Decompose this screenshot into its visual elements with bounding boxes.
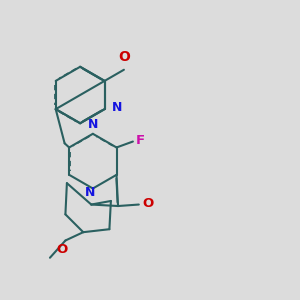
Text: F: F bbox=[135, 134, 144, 146]
Text: N: N bbox=[88, 118, 98, 131]
Text: N: N bbox=[112, 101, 122, 114]
Text: O: O bbox=[57, 243, 68, 256]
Text: O: O bbox=[118, 50, 130, 64]
Text: N: N bbox=[85, 186, 95, 199]
Text: O: O bbox=[142, 197, 154, 210]
